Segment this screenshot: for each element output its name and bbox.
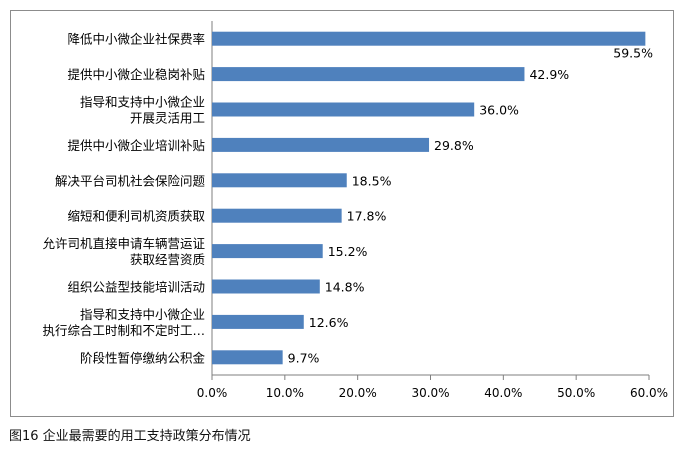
category-label: 阶段性暂停缴纳公积金 <box>80 350 206 365</box>
bar <box>212 67 525 82</box>
x-ticks-group: 0.0% 10.0% 20.0% 30.0% 40.0% 50.0% 60.0% <box>197 375 668 400</box>
data-label: 36.0% <box>479 103 519 118</box>
category-label-line: 阶段性暂停缴纳公积金 <box>80 350 206 365</box>
category-label: 提供中小微企业培训补贴 <box>67 138 205 153</box>
data-label: 9.7% <box>288 350 320 365</box>
category-label: 解决平台司机社会保险问题 <box>55 173 206 188</box>
bar <box>212 208 342 223</box>
bar <box>212 314 304 329</box>
data-label: 12.6% <box>309 315 349 330</box>
category-label-line: 获取经营资质 <box>130 252 205 267</box>
x-tick-label: 60.0% <box>630 386 668 400</box>
category-label: 缩短和便利司机资质获取 <box>67 209 205 224</box>
category-label-line: 指导和支持中小微企业 <box>80 307 205 322</box>
category-label-line: 提供中小微企业培训补贴 <box>67 138 205 153</box>
category-label-line: 指导和支持中小微企业 <box>80 95 205 110</box>
bar <box>212 102 475 117</box>
chart-frame: 降低中小微企业社保费率 提供中小微企业稳岗补贴 指导和支持中小微企业开展灵活用工 提供… <box>10 10 674 417</box>
data-label: 29.8% <box>434 138 474 153</box>
bar <box>212 137 430 152</box>
bar <box>212 350 283 365</box>
category-label: 组织公益型技能培训活动 <box>67 280 205 295</box>
category-label-line: 缩短和便利司机资质获取 <box>67 209 205 224</box>
bar <box>212 173 347 188</box>
category-label-line: 允许司机直接申请车辆营运证 <box>42 236 205 251</box>
category-label-line: 降低中小微企业社保费率 <box>67 32 205 47</box>
category-labels-group: 降低中小微企业社保费率提供中小微企业稳岗补贴指导和支持中小微企业开展灵活用工提供… <box>42 32 205 366</box>
data-label: 59.5% <box>613 46 653 61</box>
category-label: 降低中小微企业社保费率 <box>67 32 205 47</box>
category-label-line: 开展灵活用工 <box>130 111 205 126</box>
data-label: 42.9% <box>529 67 569 82</box>
x-tick-label: 40.0% <box>484 386 522 400</box>
data-label: 15.2% <box>328 244 368 259</box>
data-labels-group: 59.5% 42.9% 36.0% 29.8% 18.5% 17.8% 15.2% 14.8%… <box>288 46 653 366</box>
data-label: 17.8% <box>347 209 387 224</box>
bar <box>212 279 320 294</box>
category-label-line: 组织公益型技能培训活动 <box>67 280 205 295</box>
bar-chart: 降低中小微企业社保费率提供中小微企业稳岗补贴指导和支持中小微企业开展灵活用工提供… <box>42 21 668 400</box>
x-tick-label: 50.0% <box>557 386 595 400</box>
data-label: 18.5% <box>352 173 392 188</box>
category-label-line: 执行综合工时制和不定时工… <box>42 323 205 338</box>
category-label-line: 解决平台司机社会保险问题 <box>55 173 206 188</box>
x-tick-label: 0.0% <box>197 386 228 400</box>
category-label: 指导和支持中小微企业开展灵活用工 <box>80 95 205 126</box>
category-label: 允许司机直接申请车辆营运证获取经营资质 <box>42 236 205 267</box>
bars-group <box>212 31 646 365</box>
bar <box>212 31 646 46</box>
x-tick-label: 30.0% <box>411 386 449 400</box>
bar <box>212 244 323 259</box>
category-label: 提供中小微企业稳岗补贴 <box>67 67 205 82</box>
figure-caption: 图16 企业最需要的用工支持政策分布情况 <box>9 429 251 444</box>
category-label: 指导和支持中小微企业执行综合工时制和不定时工… <box>42 307 205 338</box>
x-tick-label: 20.0% <box>339 386 377 400</box>
data-label: 14.8% <box>325 280 365 295</box>
category-label-line: 提供中小微企业稳岗补贴 <box>67 67 205 82</box>
x-tick-label: 10.0% <box>266 386 304 400</box>
